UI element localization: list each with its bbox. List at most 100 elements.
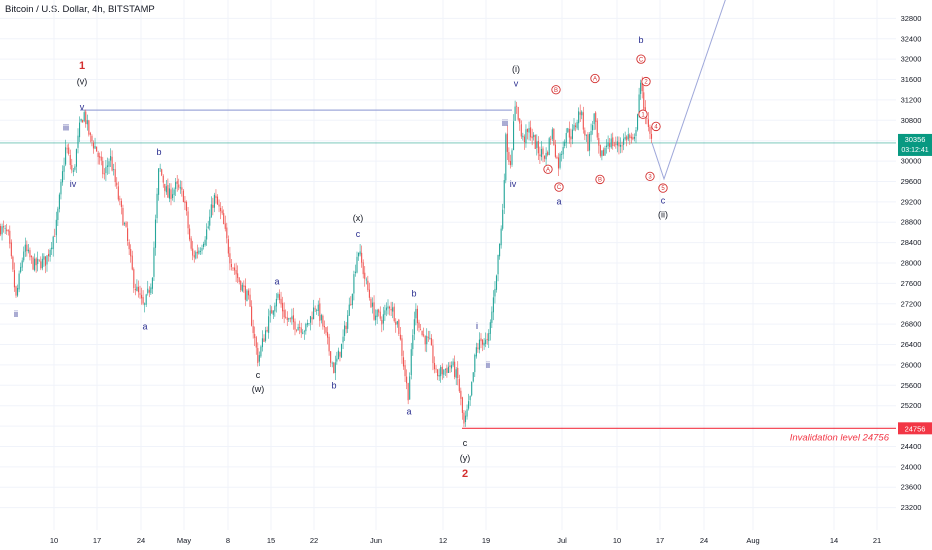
x-tick-label: 19 xyxy=(482,536,490,545)
candle-body xyxy=(575,125,577,128)
candle-body xyxy=(38,259,40,261)
candle-body xyxy=(534,134,536,149)
candle-body xyxy=(646,118,648,119)
circled-wave-label: A xyxy=(590,73,600,84)
candle-body xyxy=(309,316,312,323)
candle-body xyxy=(4,228,6,229)
candle-body xyxy=(613,144,615,146)
candle-body xyxy=(561,154,563,155)
candle-body xyxy=(297,326,299,331)
y-tick-label: 29600 xyxy=(901,177,922,186)
candle-body xyxy=(373,302,375,320)
candle-body xyxy=(161,169,163,176)
candle-body xyxy=(145,294,147,305)
candle-body xyxy=(182,190,184,203)
candle-body xyxy=(623,138,625,145)
candle-body xyxy=(469,395,471,401)
circled-wave-label: 2 xyxy=(641,76,651,87)
x-tick-label: 24 xyxy=(700,536,708,545)
candle-body xyxy=(514,106,516,121)
candle-body xyxy=(94,145,96,149)
candle-body xyxy=(185,202,188,212)
candle-body xyxy=(452,361,454,366)
candle-body xyxy=(525,129,527,144)
candle-body xyxy=(443,370,445,375)
candle-body xyxy=(430,338,432,346)
candle-body xyxy=(427,336,429,338)
candle-body xyxy=(539,154,541,157)
candle-body xyxy=(413,319,415,335)
y-tick-label: 32800 xyxy=(901,14,922,23)
candle-body xyxy=(486,338,488,340)
candle-body xyxy=(362,262,364,275)
candle-body xyxy=(20,266,22,273)
candle-body xyxy=(626,136,628,141)
candle-body xyxy=(612,137,614,147)
candle-body xyxy=(337,350,339,360)
candle-body xyxy=(263,338,265,342)
candle-body xyxy=(460,390,462,399)
candle-body xyxy=(547,152,549,155)
y-tick-label: 24000 xyxy=(901,462,922,471)
x-tick-label: 22 xyxy=(310,536,318,545)
circle-marker-text: A xyxy=(593,77,597,83)
candle-body xyxy=(201,248,203,251)
candle-body xyxy=(192,248,194,256)
y-tick-label: 29200 xyxy=(901,197,922,206)
candle-body xyxy=(60,181,62,195)
candle-body xyxy=(358,252,360,257)
x-tick-label: Aug xyxy=(746,536,759,545)
y-tick-label: 27600 xyxy=(901,279,922,288)
y-tick-label: 26400 xyxy=(901,340,922,349)
candle-body xyxy=(576,122,578,129)
candle-body xyxy=(75,149,77,167)
candle-body xyxy=(286,317,288,320)
candle-body xyxy=(595,112,597,122)
candles-layer xyxy=(0,76,653,427)
candle-body xyxy=(209,216,211,226)
candle-body xyxy=(513,121,515,151)
candle-body xyxy=(72,170,74,172)
candle-body xyxy=(348,304,350,316)
candle-body xyxy=(437,369,439,377)
wave-label: v xyxy=(514,79,519,89)
circle-marker xyxy=(543,164,553,174)
candle-body xyxy=(502,209,504,229)
candle-body xyxy=(629,134,631,138)
candle-body xyxy=(254,334,256,338)
candle-body xyxy=(468,401,470,409)
y-tick-label: 32400 xyxy=(901,34,922,43)
candle-body xyxy=(240,280,242,291)
candle-body xyxy=(356,256,358,273)
candle-body xyxy=(120,200,122,207)
candle-body xyxy=(451,365,453,369)
wave-label: ii xyxy=(486,360,490,370)
candle-body xyxy=(474,354,476,373)
candle-body xyxy=(354,271,356,274)
price-badge-value: 30356 xyxy=(905,135,926,144)
candle-body xyxy=(378,309,380,313)
wave-label: b xyxy=(156,147,161,157)
invalidation-label: Invalidation level 24756 xyxy=(790,432,890,443)
candle-body xyxy=(331,362,333,364)
x-tick-label: 12 xyxy=(439,536,447,545)
candle-body xyxy=(88,120,90,135)
candle-body xyxy=(282,302,284,312)
x-tick-label: Jul xyxy=(557,536,567,545)
candle-body xyxy=(154,219,157,248)
candle-body xyxy=(406,376,408,384)
candle-body xyxy=(156,193,158,219)
y-tick-label: 27200 xyxy=(901,299,922,308)
candle-body xyxy=(455,369,457,378)
candle-body xyxy=(410,349,412,376)
x-tick-label: 10 xyxy=(613,536,621,545)
candle-body xyxy=(325,327,327,333)
candle-body xyxy=(189,228,191,240)
candle-body xyxy=(249,294,251,307)
candle-body xyxy=(542,148,544,155)
y-tick-label: 31600 xyxy=(901,75,922,84)
candle-body xyxy=(385,307,387,311)
y-tick-label: 28400 xyxy=(901,238,922,247)
candle-body xyxy=(268,316,270,333)
